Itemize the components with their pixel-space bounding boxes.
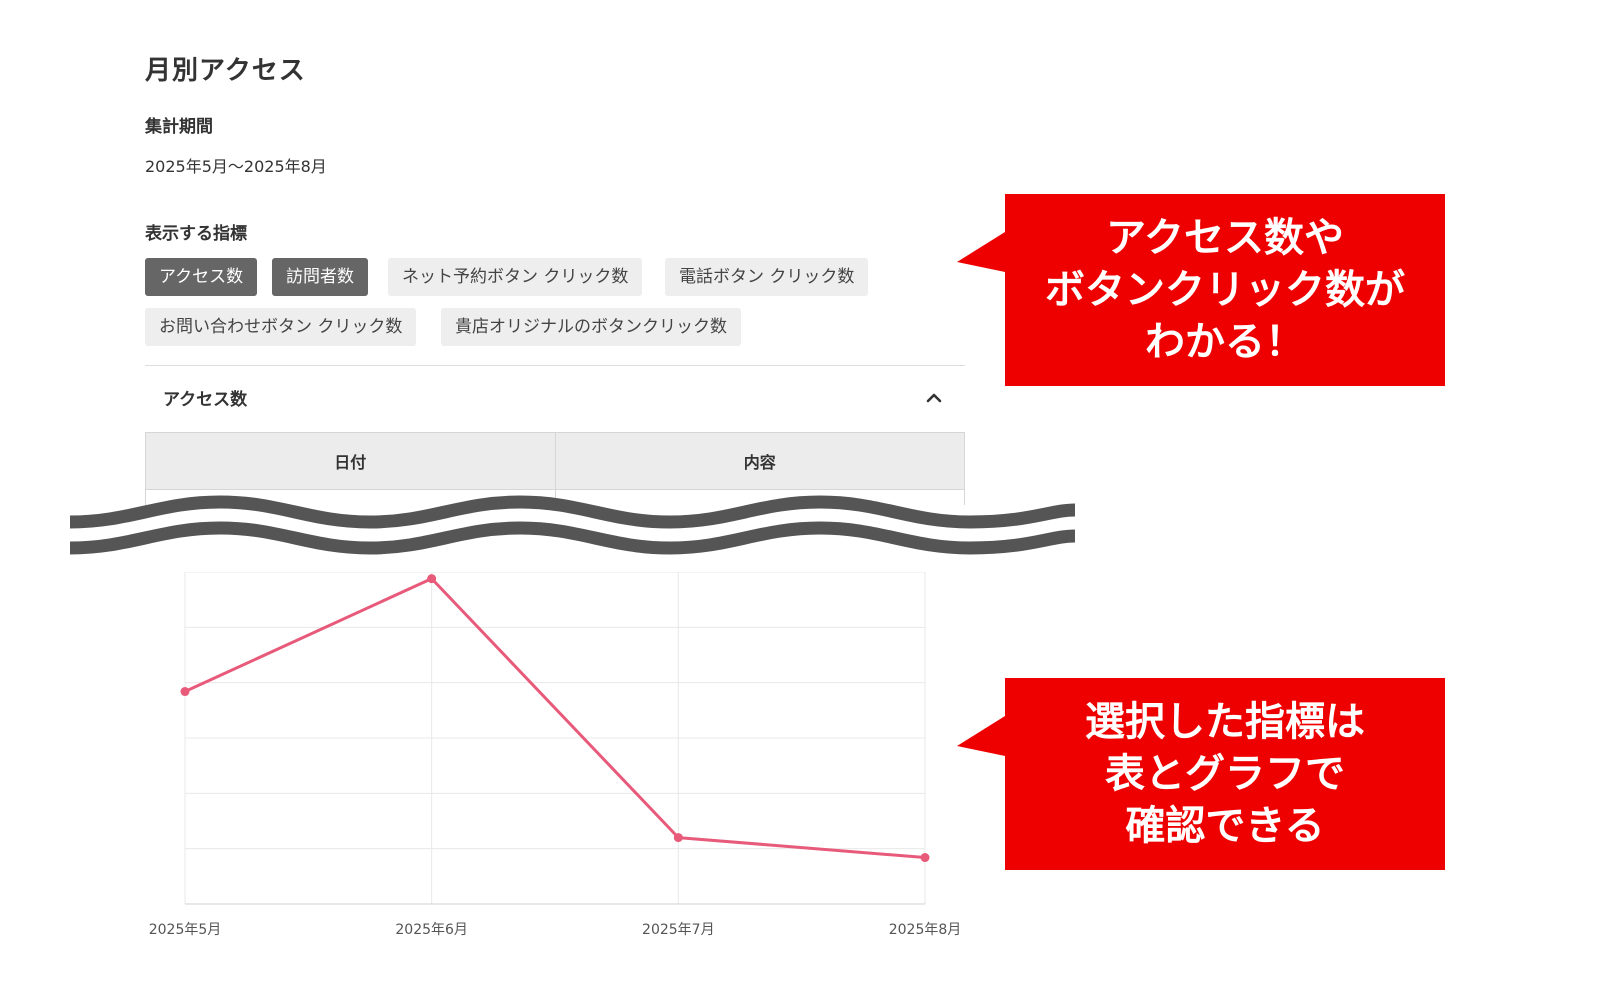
page-title: 月別アクセス (145, 56, 306, 86)
table-header-content: 内容 (554, 432, 965, 490)
table-header-date: 日付 (145, 432, 556, 490)
accordion-header[interactable]: アクセス数 (145, 375, 965, 425)
data-point (673, 833, 683, 843)
metric-chip-net-reservation[interactable]: ネット予約ボタン クリック数 (388, 258, 643, 296)
metric-chip-phone[interactable]: 電話ボタン クリック数 (665, 258, 869, 296)
divider (145, 365, 965, 366)
wave-break-icon (70, 495, 1075, 555)
access-line-chart: 2025年5月 2025年6月 2025年7月 2025年8月 (149, 572, 962, 938)
data-point (427, 574, 437, 584)
callout-top: アクセス数や ボタンクリック数が わかる！ (957, 194, 1445, 386)
callout-bottom-line-3: 確認できる (1125, 803, 1325, 849)
x-tick-label: 2025年8月 (889, 922, 962, 938)
series-line (184, 577, 926, 860)
wave-cover (0, 505, 1600, 573)
period-label: 集計期間 (145, 117, 213, 137)
callout-bottom-line-1: 選択した指標は (1085, 699, 1365, 745)
metrics-label: 表示する指標 (145, 224, 247, 244)
callout-bottom: 選択した指標は 表とグラフで 確認できる (957, 678, 1445, 870)
data-point (920, 853, 930, 863)
metric-chip-visitors[interactable]: 訪問者数 (272, 258, 368, 296)
x-tick-label: 2025年7月 (642, 922, 715, 938)
callout-top-line-2: ボタンクリック数が (1045, 267, 1405, 313)
metric-chip-inquiry[interactable]: お問い合わせボタン クリック数 (145, 308, 417, 346)
x-tick-label: 2025年5月 (149, 922, 222, 938)
data-point (180, 687, 190, 697)
metric-chip-access[interactable]: アクセス数 (145, 258, 258, 296)
callout-top-line-1: アクセス数や (1106, 215, 1344, 261)
section-title: アクセス数 (163, 390, 248, 410)
metric-chip-original[interactable]: 貴店オリジナルのボタンクリック数 (441, 308, 741, 346)
x-tick-label: 2025年6月 (395, 922, 468, 938)
callout-top-line-3: わかる！ (1145, 319, 1305, 365)
callout-bottom-line-2: 表とグラフで (1105, 751, 1345, 797)
period-value: 2025年5月〜2025年8月 (145, 157, 327, 176)
chevron-up-icon[interactable] (925, 389, 943, 407)
